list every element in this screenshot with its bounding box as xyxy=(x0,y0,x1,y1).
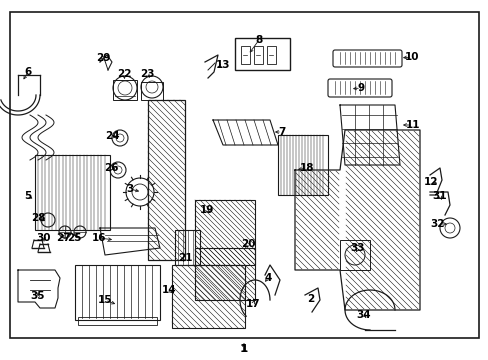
Text: 7: 7 xyxy=(278,127,285,137)
Bar xyxy=(75,265,160,320)
Text: 27: 27 xyxy=(56,233,70,243)
Bar xyxy=(235,38,289,70)
Text: 29: 29 xyxy=(96,53,110,63)
Bar xyxy=(113,80,137,100)
Bar xyxy=(35,155,110,230)
Text: 31: 31 xyxy=(432,191,447,201)
Text: 19: 19 xyxy=(200,205,214,215)
Text: 15: 15 xyxy=(98,295,112,305)
Bar xyxy=(278,135,327,195)
Text: 30: 30 xyxy=(37,233,51,243)
Text: 9: 9 xyxy=(357,83,364,93)
Text: 35: 35 xyxy=(31,291,45,301)
Text: 16: 16 xyxy=(92,233,106,243)
Text: 22: 22 xyxy=(117,69,131,79)
Bar xyxy=(253,46,263,64)
Bar xyxy=(141,82,163,100)
Text: 8: 8 xyxy=(255,35,262,45)
Text: 34: 34 xyxy=(356,310,370,320)
Bar xyxy=(339,240,369,270)
Text: 5: 5 xyxy=(24,191,32,201)
Text: 21: 21 xyxy=(177,253,192,263)
Text: 17: 17 xyxy=(245,299,260,309)
Text: 1: 1 xyxy=(240,344,247,354)
Bar xyxy=(78,317,157,325)
Bar xyxy=(175,230,200,265)
Text: 28: 28 xyxy=(31,213,45,223)
Text: 14: 14 xyxy=(162,285,176,295)
Text: 25: 25 xyxy=(67,233,81,243)
Bar xyxy=(172,265,244,328)
Bar xyxy=(195,200,254,265)
Bar xyxy=(195,248,254,300)
Text: 6: 6 xyxy=(24,67,32,77)
Text: 13: 13 xyxy=(215,60,230,70)
Text: 10: 10 xyxy=(404,52,418,62)
Text: 26: 26 xyxy=(103,163,118,173)
Text: 18: 18 xyxy=(299,163,314,173)
Text: 32: 32 xyxy=(430,219,445,229)
Text: 23: 23 xyxy=(140,69,154,79)
Text: 24: 24 xyxy=(104,131,119,141)
Text: 11: 11 xyxy=(405,120,419,130)
Text: 33: 33 xyxy=(350,243,365,253)
Text: 4: 4 xyxy=(264,273,271,283)
Text: 3: 3 xyxy=(126,184,133,194)
Text: 2: 2 xyxy=(307,294,314,304)
Text: 20: 20 xyxy=(240,239,255,249)
Bar xyxy=(241,46,249,64)
Bar xyxy=(266,46,275,64)
Text: 1: 1 xyxy=(240,344,247,354)
Bar xyxy=(148,100,184,260)
Text: 12: 12 xyxy=(423,177,437,187)
